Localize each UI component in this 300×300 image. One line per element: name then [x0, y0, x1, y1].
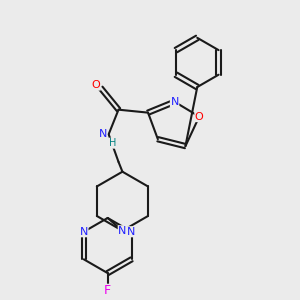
Text: H: H [109, 138, 116, 148]
Text: N: N [128, 227, 136, 237]
Text: F: F [104, 284, 111, 297]
Text: N: N [170, 97, 179, 107]
Text: N: N [80, 227, 88, 237]
Text: N: N [99, 129, 107, 139]
Text: N: N [118, 226, 127, 236]
Text: O: O [195, 112, 204, 122]
Text: O: O [92, 80, 100, 90]
